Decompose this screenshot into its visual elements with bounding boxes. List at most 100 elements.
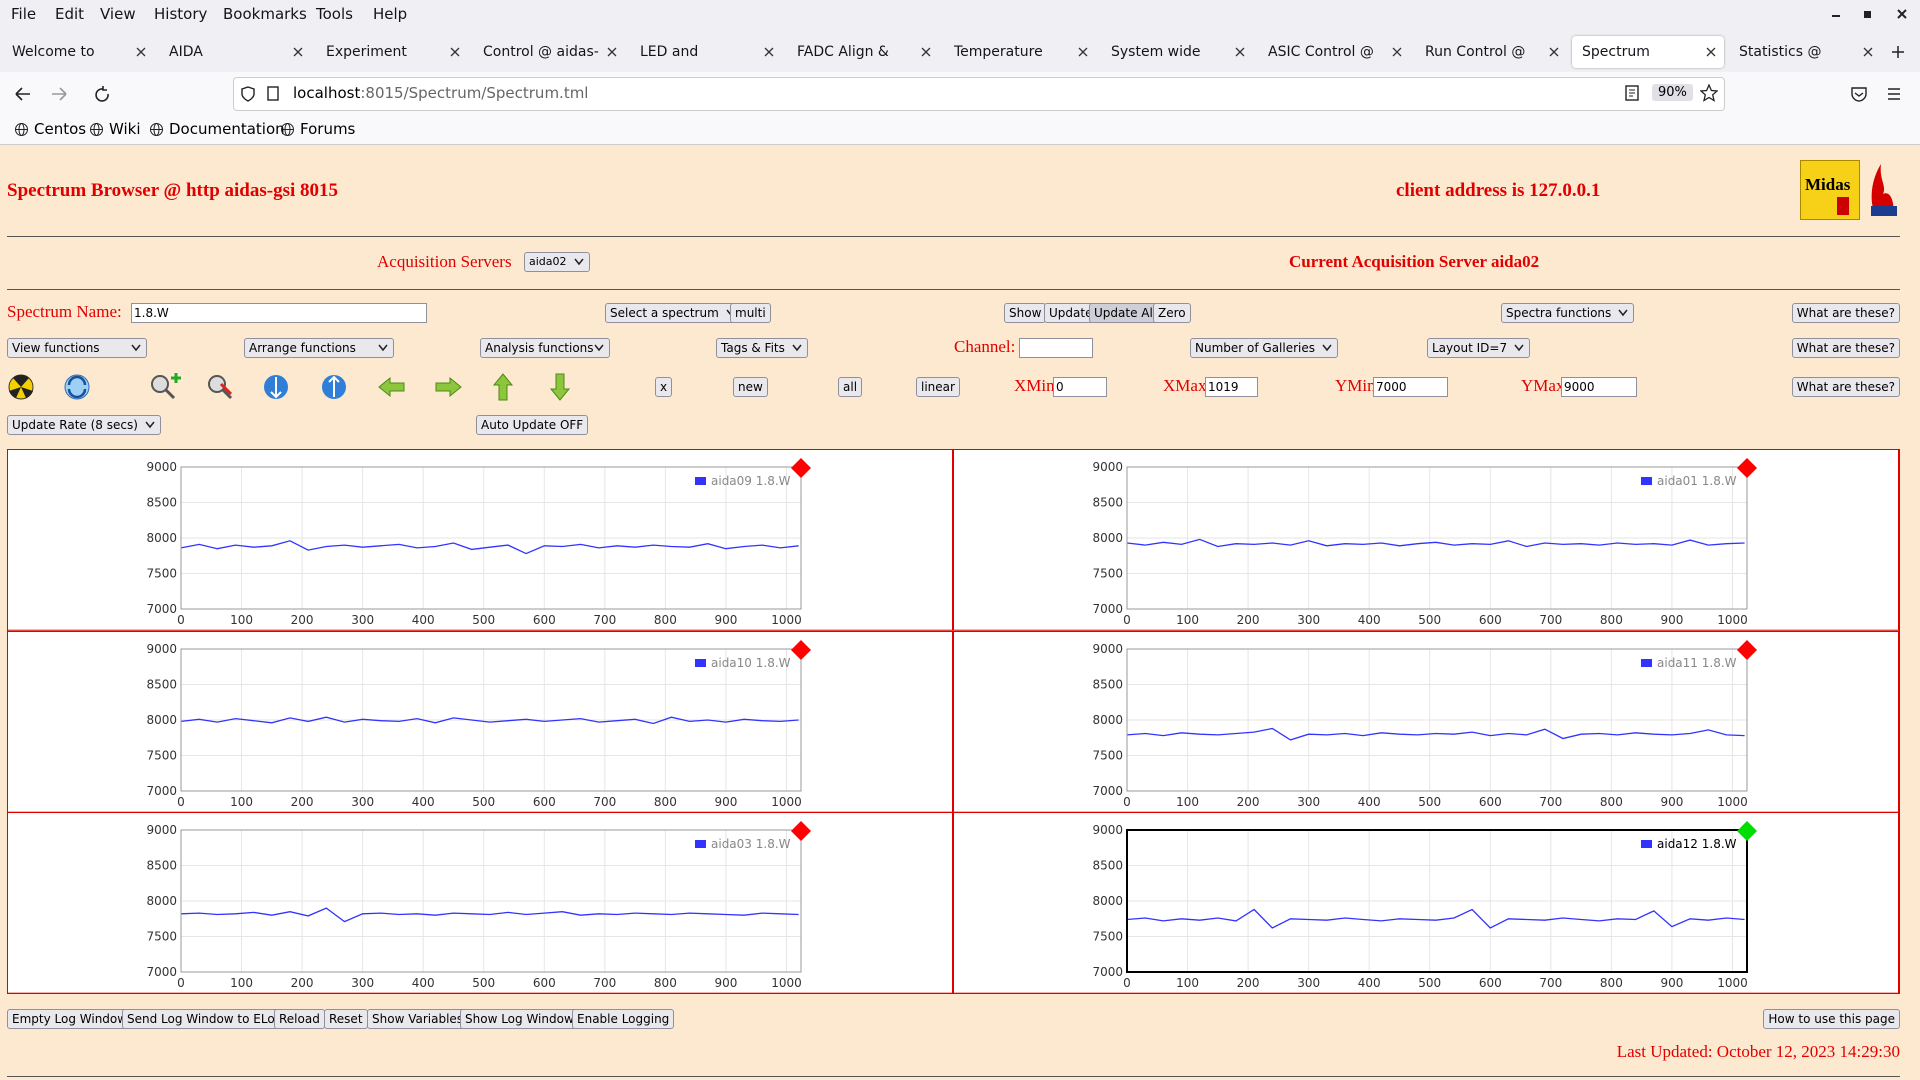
tab-close[interactable]	[607, 47, 617, 57]
ymin-input[interactable]: 7000	[1373, 377, 1448, 397]
help-button[interactable]: What are these?	[1791, 303, 1900, 323]
all-button[interactable]: all	[838, 377, 863, 397]
log-button[interactable]: Reload	[274, 1009, 325, 1029]
reader-icon[interactable]	[1624, 85, 1640, 101]
ymax-input[interactable]: 9000	[1561, 377, 1637, 397]
spectrum-panel[interactable]: 7000 7500 8000 8500 9000 0 100 200 300 400 500 600 7…	[7, 812, 953, 995]
back[interactable]	[15, 87, 30, 101]
tab-close[interactable]	[1549, 47, 1559, 57]
tab-close[interactable]	[1392, 47, 1402, 57]
right-icon[interactable]	[435, 376, 462, 398]
zoom-level[interactable]: 90%	[1652, 84, 1693, 101]
expand-y-icon[interactable]	[264, 375, 288, 399]
show-button[interactable]: Show	[1004, 303, 1047, 323]
view-functions-select[interactable]: View functions	[7, 338, 147, 358]
maximize[interactable]	[1864, 11, 1871, 18]
refresh-icon[interactable]	[64, 374, 90, 400]
menu-item[interactable]: View	[100, 5, 136, 23]
analysis-functions-select[interactable]: Analysis functions	[480, 338, 610, 358]
tab[interactable]: System wide Chec	[1101, 36, 1253, 68]
forward[interactable]	[52, 87, 67, 101]
spectrum-panel[interactable]: 7000 7500 8000 8500 9000 0 100 200 300 400 500 600 7…	[7, 630, 953, 813]
menu-item[interactable]: Tools	[316, 5, 353, 23]
left-icon[interactable]	[378, 376, 405, 398]
menu-item[interactable]: Help	[373, 5, 408, 23]
tab-close[interactable]	[921, 47, 931, 57]
log-button[interactable]: Send Log Window to ELog	[122, 1009, 288, 1029]
log-button[interactable]: Empty Log Window	[7, 1009, 133, 1029]
bookmark[interactable]: Centos	[14, 120, 86, 138]
xmin-input[interactable]: 0	[1053, 377, 1107, 397]
zoom-out-icon[interactable]	[208, 375, 233, 400]
how-to-button[interactable]: How to use this page	[1763, 1009, 1900, 1029]
log-button[interactable]: Show Log Window	[460, 1009, 579, 1029]
linear-button[interactable]: linear	[916, 377, 960, 397]
menu-item[interactable]: File	[11, 5, 37, 23]
log-button[interactable]: Show Variables	[367, 1009, 469, 1029]
log-button[interactable]: Enable Logging	[572, 1009, 675, 1029]
close-window[interactable]	[1897, 9, 1907, 19]
pocket[interactable]	[1851, 87, 1867, 102]
tab[interactable]: Run Control @ aid	[1415, 36, 1567, 68]
bookmark[interactable]: Forums	[280, 120, 355, 138]
tab[interactable]: ASIC Control @ ai	[1258, 36, 1410, 68]
log-button[interactable]: Reset	[324, 1009, 368, 1029]
help-button[interactable]: What are these?	[1791, 338, 1900, 358]
reload[interactable]	[95, 86, 109, 102]
x-button[interactable]: x	[655, 377, 673, 397]
zoom-in-icon[interactable]	[151, 373, 181, 400]
spectrum-panel[interactable]: 7000 7500 8000 8500 9000 0 100 200 300 400 500 600 7…	[953, 812, 1899, 995]
tab-close[interactable]	[293, 47, 303, 57]
tags-fits-select[interactable]: Tags & Fits	[716, 338, 808, 358]
tab[interactable]: Experiment Contro	[316, 36, 468, 68]
update-button[interactable]: Update	[1044, 303, 1098, 323]
spectrum-name-input[interactable]: 1.8.W	[131, 303, 427, 323]
tab[interactable]: Spectrum Browser	[1572, 36, 1724, 68]
tab[interactable]: Control @ aidas-g	[473, 36, 625, 68]
menu-item[interactable]: Bookmarks	[223, 5, 307, 23]
xmax-input[interactable]: 1019	[1205, 377, 1258, 397]
galleries-select[interactable]: Number of Galleries	[1190, 338, 1339, 358]
tab-close[interactable]	[764, 47, 774, 57]
tab-close[interactable]	[1078, 47, 1088, 57]
new-button[interactable]: new	[733, 377, 768, 397]
spectra-functions-select[interactable]: Spectra functions	[1501, 303, 1635, 323]
reset-icon[interactable]	[8, 374, 34, 400]
tab[interactable]: AIDA	[159, 36, 311, 68]
arrange-functions-select[interactable]: Arrange functions	[244, 338, 394, 358]
new-tab[interactable]	[1890, 44, 1906, 60]
bookmark[interactable]: Documentation	[149, 120, 285, 138]
spectrum-panel[interactable]: 7000 7500 8000 8500 9000 0 100 200 300 400 500 600 7…	[7, 449, 953, 631]
help-button[interactable]: What are these?	[1791, 377, 1900, 397]
server-select[interactable]: aida02	[524, 252, 590, 272]
tab[interactable]: FADC Align & Cont	[787, 36, 939, 68]
tab[interactable]: Statistics @ aidas-	[1729, 36, 1881, 68]
tab-close[interactable]	[1235, 47, 1245, 57]
spectrum-select[interactable]: Select a spectrum	[605, 303, 742, 323]
menu-item[interactable]: Edit	[55, 5, 85, 23]
zero-button[interactable]: Zero	[1153, 303, 1191, 323]
url-bar[interactable]	[233, 77, 1725, 111]
channel-input[interactable]	[1019, 338, 1093, 358]
update-rate-select[interactable]: Update Rate (8 secs)	[7, 415, 161, 435]
bookmark[interactable]: Wiki	[89, 120, 141, 138]
up-icon[interactable]	[492, 373, 514, 401]
spectrum-panel[interactable]: 7000 7500 8000 8500 9000 0 100 200 300 400 500 600 7…	[953, 630, 1899, 813]
app-menu[interactable]	[1888, 88, 1900, 100]
down-icon[interactable]	[549, 373, 571, 401]
tab[interactable]: LED and Waveform	[630, 36, 782, 68]
shrink-y-icon[interactable]	[322, 375, 346, 399]
tab-close[interactable]	[450, 47, 460, 57]
tab-close[interactable]	[136, 47, 146, 57]
menu-item[interactable]: History	[154, 5, 208, 23]
auto-update-button[interactable]: Auto Update OFF	[476, 415, 589, 435]
multi-button[interactable]: multi	[730, 303, 771, 323]
spectrum-panel[interactable]: 7000 7500 8000 8500 9000 0 100 200 300 400 500 600 7…	[953, 449, 1899, 631]
tab[interactable]: Welcome to CentO	[2, 36, 154, 68]
layout-select[interactable]: Layout ID=7	[1427, 338, 1531, 358]
tab[interactable]: Temperature and s	[944, 36, 1096, 68]
tab-close[interactable]	[1863, 47, 1873, 57]
tab-close[interactable]	[1706, 47, 1716, 57]
bookmark-star[interactable]	[1700, 84, 1718, 102]
update-all-button[interactable]: Update All	[1089, 303, 1162, 323]
